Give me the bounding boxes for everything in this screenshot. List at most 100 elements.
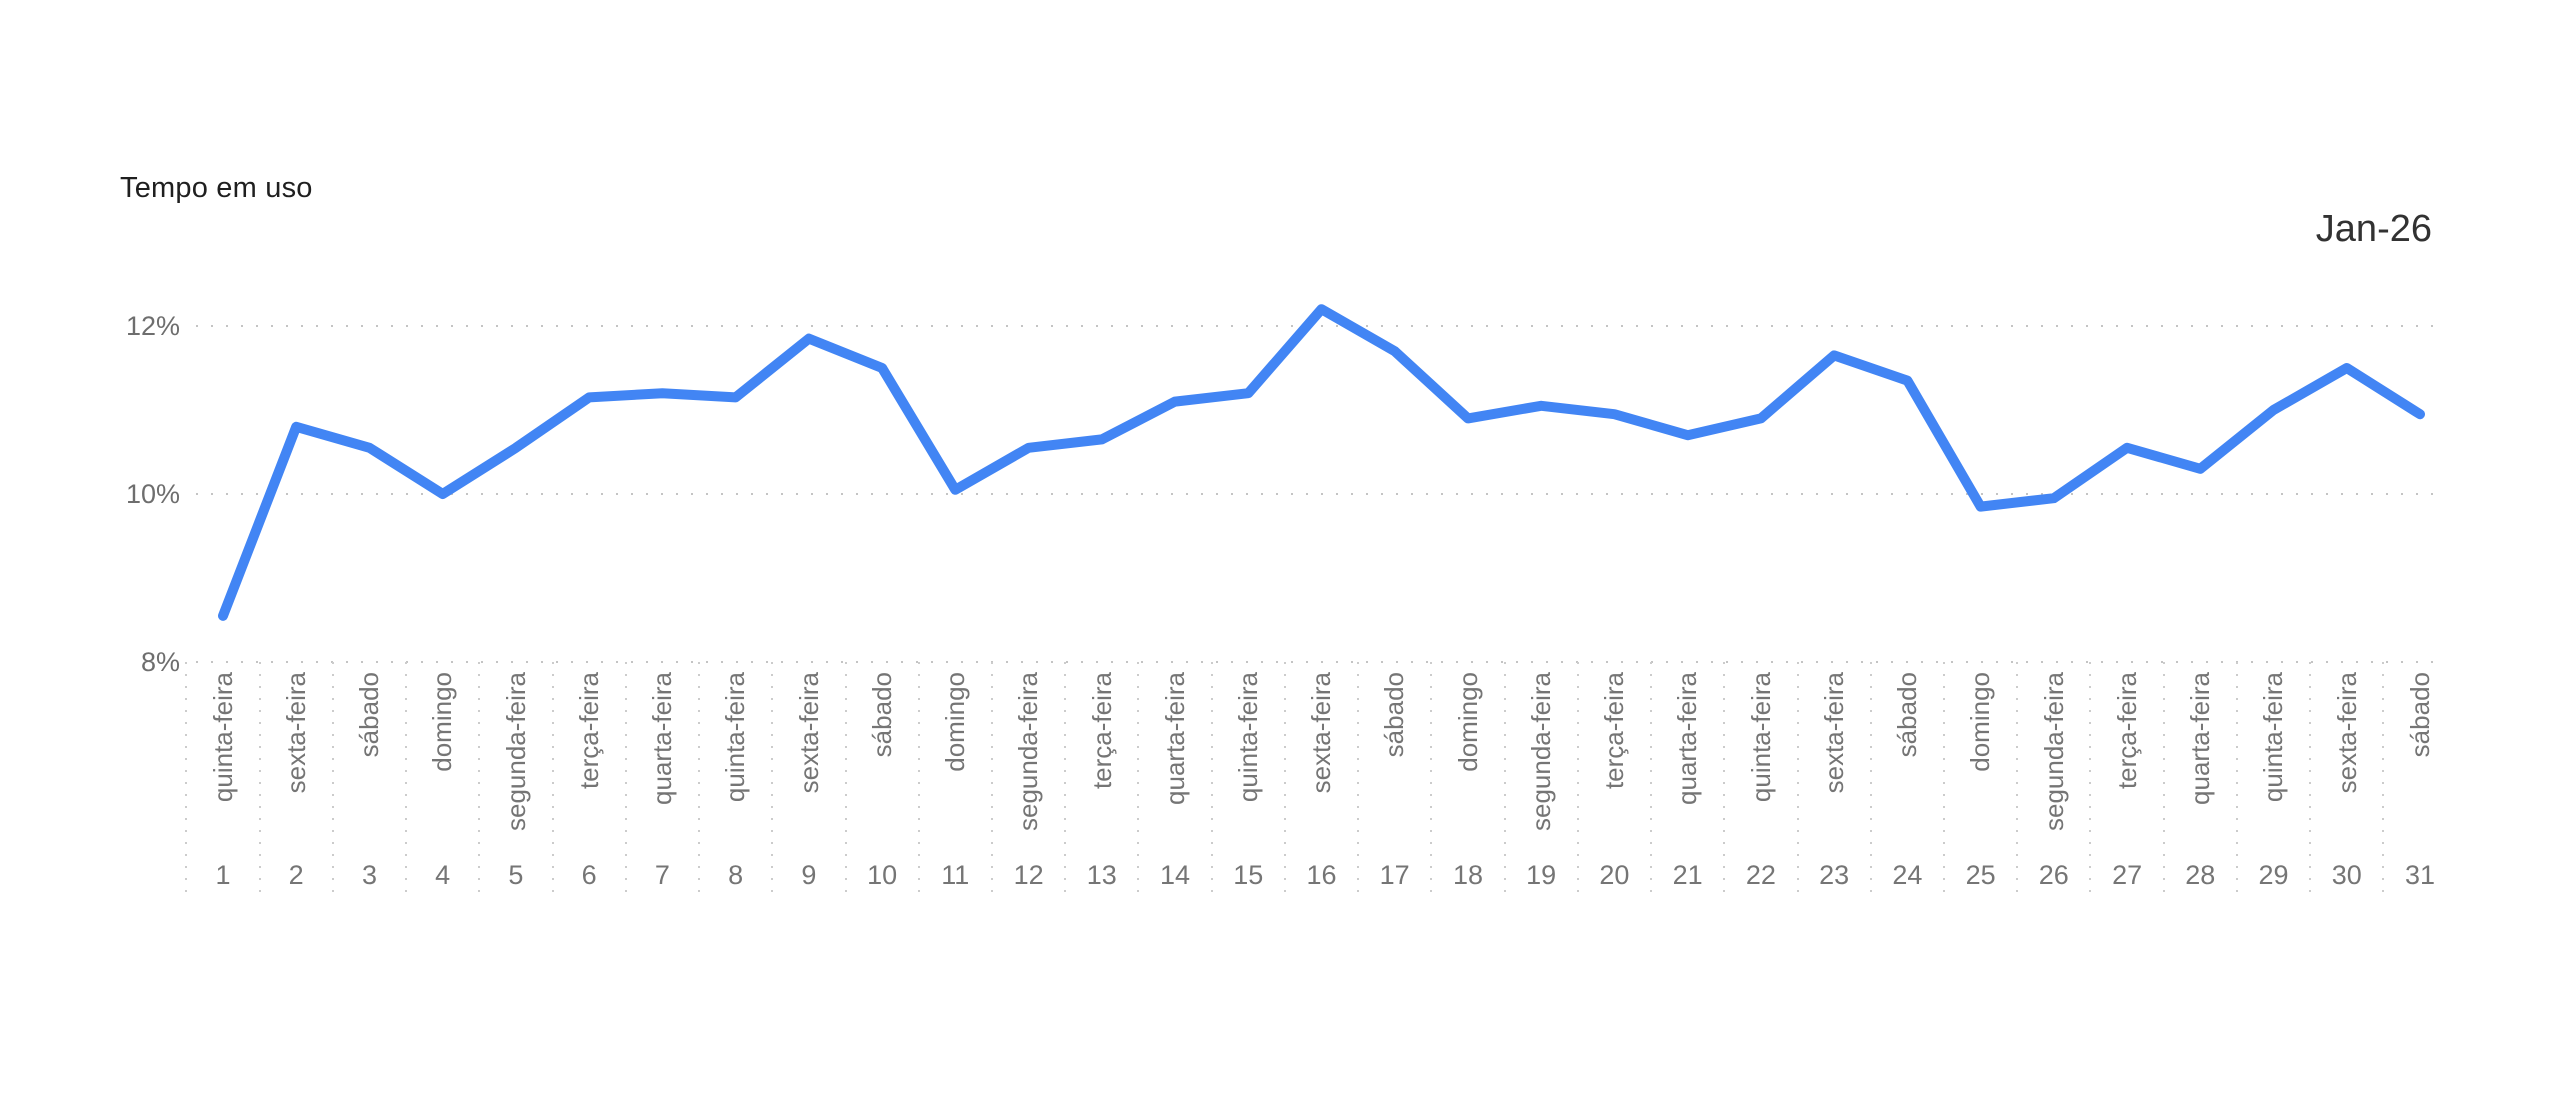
weekday-label-wrap: segunda-feira — [494, 672, 538, 836]
weekday-label-wrap: terça-feira — [1592, 672, 1636, 794]
day-number-label-12: 12 — [1013, 860, 1044, 890]
weekday-label-day-24: sábado — [1892, 672, 1923, 758]
weekday-label-day-26: segunda-feira — [2038, 672, 2069, 831]
column-separator — [1869, 662, 1872, 900]
column-separator — [551, 662, 554, 900]
column-separator — [1723, 662, 1726, 900]
day-number-label-3: 3 — [361, 860, 378, 890]
weekday-label-wrap: sábado — [2398, 672, 2442, 762]
weekday-label-wrap: sábado — [1373, 672, 1417, 762]
day-number-label-26: 26 — [2038, 860, 2069, 890]
weekday-label-day-2: sexta-feira — [280, 672, 311, 794]
day-number-label-2: 2 — [288, 860, 304, 890]
day-number-label-6: 6 — [581, 860, 597, 890]
weekday-label-day-1: quinta-feira — [207, 672, 238, 803]
weekday-label-day-23: sexta-feira — [1818, 672, 1849, 794]
day-number-label-29: 29 — [2258, 860, 2289, 890]
weekday-label-day-25: domingo — [1965, 672, 1996, 772]
column-separator — [1796, 662, 1799, 900]
column-separator — [2162, 662, 2165, 900]
day-number-label-5: 5 — [508, 860, 524, 890]
weekday-label-day-9: sexta-feira — [793, 672, 824, 794]
weekday-label-wrap: sexta-feira — [787, 672, 831, 798]
weekday-label-wrap: terça-feira — [1080, 672, 1124, 794]
day-number-label-15: 15 — [1233, 860, 1264, 890]
weekday-label-wrap: sexta-feira — [2325, 672, 2369, 798]
column-separator — [1576, 662, 1579, 900]
column-separator — [698, 662, 700, 900]
day-number-label-14: 14 — [1159, 860, 1191, 890]
weekday-label-day-28: quarta-feira — [2185, 672, 2215, 805]
chart-title: Tempo em uso — [120, 172, 313, 204]
day-number-label-11: 11 — [941, 860, 970, 890]
weekday-label-wrap: sábado — [860, 672, 904, 762]
weekday-label-day-14: quarta-feira — [1159, 672, 1190, 805]
usage-line-series[interactable] — [218, 304, 2425, 621]
day-number-label-4: 4 — [435, 860, 451, 890]
day-number-label-21: 21 — [1672, 860, 1703, 890]
weekday-label-wrap: segunda-feira — [1007, 672, 1051, 836]
weekday-label-wrap: quarta-feira — [2178, 672, 2222, 810]
column-separator — [258, 662, 261, 900]
day-number-label-1: 1 — [215, 860, 231, 890]
column-separator — [1357, 662, 1360, 900]
weekday-label-wrap: domingo — [421, 672, 465, 777]
day-number-label-9: 9 — [801, 860, 817, 890]
period-label: Jan-26 — [2315, 208, 2432, 250]
weekday-label-wrap: quarta-feira — [640, 672, 684, 810]
day-number-label-8: 8 — [728, 860, 744, 890]
day-number-label-31: 31 — [2404, 860, 2436, 890]
weekday-label-day-11: domingo — [940, 672, 970, 772]
day-number-label-22: 22 — [1745, 860, 1776, 890]
column-separator — [1650, 662, 1652, 900]
weekday-label-day-21: quarta-feira — [1672, 672, 1703, 805]
column-separator — [1943, 662, 1945, 900]
weekday-label-day-7: quarta-feira — [647, 672, 678, 805]
day-number-label-18: 18 — [1452, 860, 1484, 890]
column-separator — [917, 662, 920, 900]
day-number-label-17: 17 — [1379, 860, 1410, 890]
weekday-label-wrap: segunda-feira — [2032, 672, 2076, 836]
column-separator — [1283, 662, 1286, 900]
gridline-12pct — [196, 325, 2438, 327]
weekday-label-wrap: quinta-feira — [2252, 672, 2296, 807]
column-separator — [1137, 662, 1140, 900]
column-separator — [2235, 662, 2238, 900]
weekday-label-wrap: domingo — [1959, 672, 2003, 777]
weekday-label-day-15: quinta-feira — [1233, 672, 1263, 803]
day-number-label-24: 24 — [1892, 860, 1923, 890]
day-number-label-20: 20 — [1599, 860, 1630, 890]
weekday-label-wrap: quarta-feira — [1666, 672, 1710, 810]
day-number-label-23: 23 — [1819, 860, 1850, 890]
weekday-label-wrap: quinta-feira — [201, 672, 245, 807]
day-number-label-13: 13 — [1086, 860, 1117, 890]
gridline-8pct — [196, 661, 2438, 663]
weekday-label-wrap: domingo — [1446, 672, 1490, 777]
weekday-label-day-20: terça-feira — [1599, 672, 1630, 790]
column-separator — [331, 662, 334, 900]
day-number-label-7: 7 — [654, 860, 670, 890]
column-separator — [771, 662, 774, 900]
column-separator — [1503, 662, 1506, 900]
weekday-label-day-19: segunda-feira — [1525, 672, 1556, 831]
weekday-label-wrap: quarta-feira — [1153, 672, 1197, 810]
weekday-label-wrap: segunda-feira — [1519, 672, 1563, 836]
column-separator — [2309, 662, 2312, 900]
gridline-10pct — [196, 493, 2438, 495]
weekday-label-day-17: sábado — [1379, 672, 1410, 758]
weekday-label-day-12: segunda-feira — [1013, 672, 1044, 831]
column-separator — [1430, 662, 1433, 900]
weekday-label-day-31: sábado — [2404, 672, 2435, 758]
column-separator — [478, 662, 481, 900]
weekday-label-day-29: quinta-feira — [2258, 672, 2289, 803]
day-number-label-19: 19 — [1526, 860, 1557, 890]
weekday-label-wrap: sexta-feira — [274, 672, 318, 798]
weekday-label-day-8: quinta-feira — [720, 672, 751, 803]
column-separator — [405, 662, 408, 900]
weekday-label-wrap: sexta-feira — [1812, 672, 1856, 798]
column-separator — [2089, 662, 2092, 900]
weekday-label-day-6: terça-feira — [573, 672, 604, 790]
day-number-label-28: 28 — [2185, 860, 2216, 890]
